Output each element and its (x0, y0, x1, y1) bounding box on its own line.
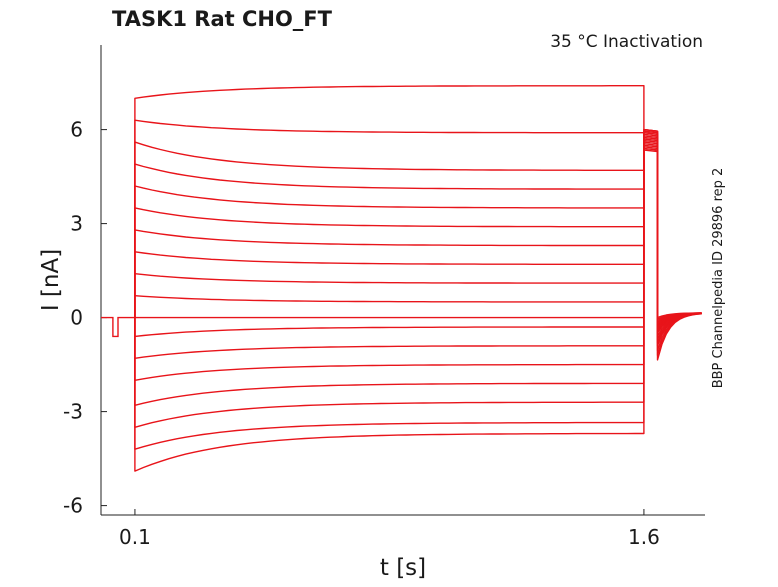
y-tick-label: 0 (70, 306, 83, 330)
current-trace-9 (134, 136, 702, 333)
current-trace-12 (134, 132, 702, 328)
x-axis-label: t [s] (380, 555, 426, 581)
current-trace-16 (134, 128, 702, 322)
chart-title: TASK1 Rat CHO_FT (112, 7, 333, 31)
y-tick-label: -6 (63, 494, 83, 518)
current-trace-13 (134, 132, 702, 327)
y-axis-label: I [nA] (38, 249, 64, 311)
chart-subtitle: 35 °C Inactivation (550, 32, 703, 52)
y-tick-label: -3 (63, 400, 83, 424)
current-trace-4 (134, 144, 702, 406)
x-tick-label: 0.1 (119, 525, 151, 549)
y-tick-label: 6 (70, 118, 83, 142)
traces (101, 85, 702, 472)
current-trace-10 (134, 135, 702, 331)
current-trace-5 (134, 143, 702, 381)
current-trace-8 (134, 138, 702, 334)
ticks: -6 -3 0 3 6 0.1 1.6 (63, 118, 660, 549)
current-trace-18 (134, 85, 702, 319)
x-tick-label: 1.6 (628, 525, 660, 549)
axes (100, 45, 705, 516)
current-trace-6 (134, 141, 702, 359)
current-trace-2 (134, 147, 702, 450)
baseline-trace (101, 316, 135, 338)
y-tick-label: 3 (70, 212, 83, 236)
current-trace-17 (134, 119, 702, 320)
side-label: BBP Channelpedia ID 29896 rep 2 (711, 168, 726, 389)
